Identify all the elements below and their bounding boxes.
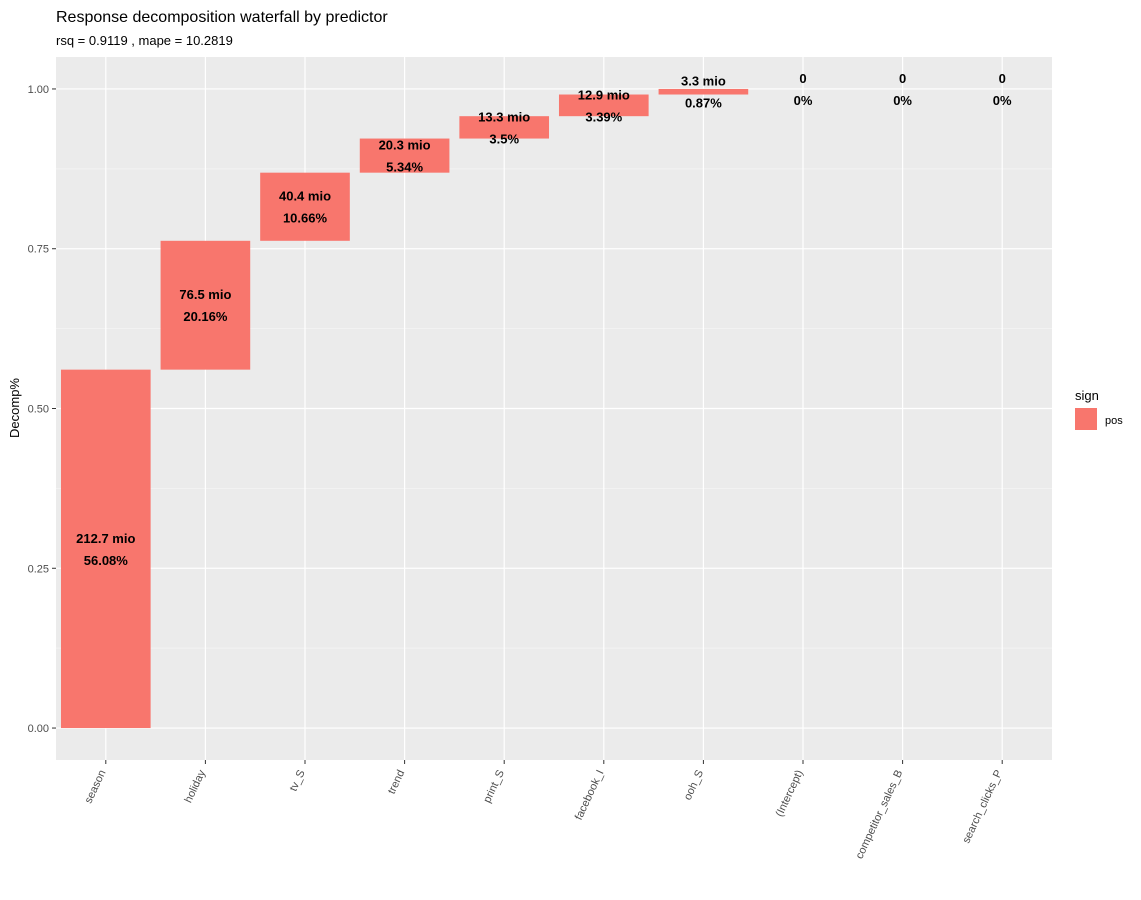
x-tick-label: print_S <box>481 768 507 805</box>
bar-label-amount: 13.3 mio <box>478 109 530 124</box>
bar-label-amount: 76.5 mio <box>179 287 231 302</box>
bar-label-percent: 10.66% <box>283 211 328 226</box>
chart-title: Response decomposition waterfall by pred… <box>56 9 388 26</box>
y-tick-label: 0.00 <box>28 723 49 735</box>
bars-layer <box>60 88 749 729</box>
bar-label-amount: 40.4 mio <box>279 189 331 204</box>
x-tick-label: tv_S <box>288 768 308 793</box>
bar-tv_S <box>260 172 350 241</box>
bar-label-percent: 56.08% <box>84 553 129 568</box>
bar-print_S <box>459 116 550 139</box>
y-tick-label: 1.00 <box>28 84 49 96</box>
bar-label-amount: 12.9 mio <box>578 87 630 102</box>
x-tick-label: search_clicks_P <box>960 768 1004 845</box>
legend-title: sign <box>1075 388 1099 403</box>
bar-labels-layer: 212.7 mio 56.08% 76.5 mio 20.16% 40.4 mio 10.… <box>76 71 1012 568</box>
bar-ooh_S <box>658 88 749 95</box>
bar-label-amount: 0 <box>999 71 1006 86</box>
x-tick-label: trend <box>386 768 407 796</box>
chart-subtitle: rsq = 0.9119 , mape = 10.2819 <box>56 33 233 48</box>
x-axis: season holiday tv_S trend print_S facebook_I o… <box>83 760 1005 861</box>
legend: sign pos <box>1075 388 1123 430</box>
x-tick-label: facebook_I <box>573 768 607 822</box>
y-tick-label: 0.75 <box>28 244 49 256</box>
x-tick-label: (Intercept) <box>774 768 806 819</box>
bar-label-percent: 3.5% <box>489 131 519 146</box>
y-axis: 0.00 0.25 0.50 0.75 1.00 <box>28 84 56 735</box>
bar-label-amount: 212.7 mio <box>76 531 135 546</box>
x-tick-label: holiday <box>183 768 209 805</box>
x-tick-label: season <box>83 768 109 805</box>
bar-label-percent: 0.87% <box>685 96 722 111</box>
bar-label-amount: 3.3 mio <box>681 74 726 89</box>
bar-label-percent: 0% <box>794 93 813 108</box>
bar-label-percent: 0% <box>993 93 1012 108</box>
bar-season <box>60 369 151 729</box>
bar-holiday <box>160 240 251 370</box>
bar-label-percent: 0% <box>893 93 912 108</box>
legend-label-pos: pos <box>1105 415 1123 427</box>
y-tick-label: 0.25 <box>28 563 49 575</box>
x-tick-label: ooh_S <box>682 768 706 802</box>
bar-facebook_I <box>558 94 649 117</box>
bar-label-percent: 5.34% <box>386 160 423 175</box>
bar-label-amount: 0 <box>899 71 906 86</box>
bar-label-percent: 20.16% <box>183 309 228 324</box>
bar-label-amount: 20.3 mio <box>379 138 431 153</box>
y-tick-label: 0.50 <box>28 404 49 416</box>
bar-trend <box>359 138 450 173</box>
legend-key-pos <box>1075 408 1097 430</box>
y-axis-title: Decomp% <box>7 378 22 438</box>
x-tick-label: competitor_sales_B <box>854 768 906 861</box>
bar-label-amount: 0 <box>799 71 806 86</box>
bar-label-percent: 3.39% <box>585 109 622 124</box>
